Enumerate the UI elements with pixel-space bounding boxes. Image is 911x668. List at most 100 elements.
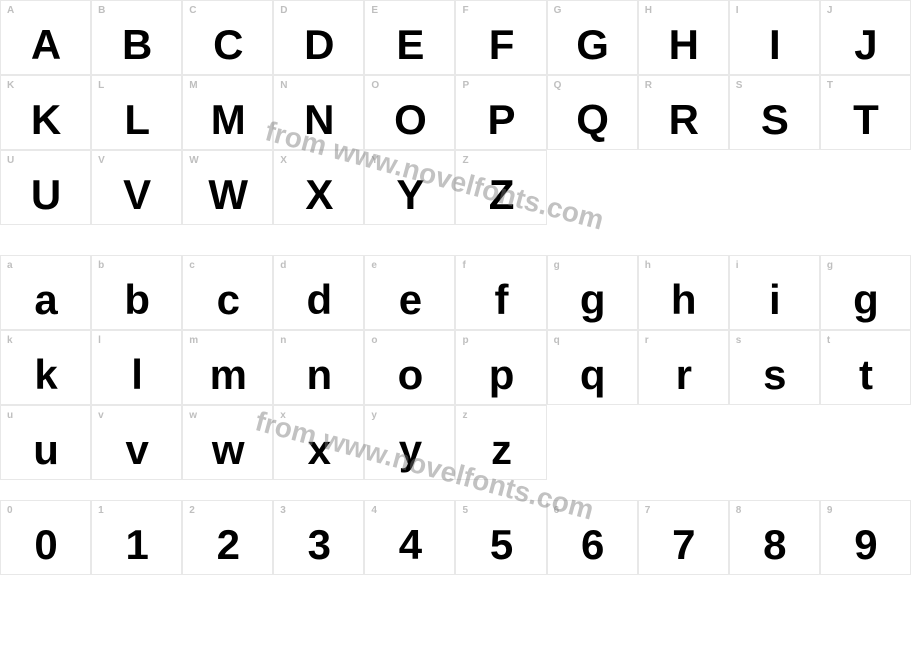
cell-label: 0	[7, 505, 13, 516]
cell-label: p	[462, 335, 468, 346]
cell-label: F	[462, 5, 468, 16]
cell-glyph: q	[548, 354, 637, 396]
cell-glyph: B	[92, 24, 181, 66]
glyph-cell: GG	[547, 0, 638, 75]
glyph-cell	[547, 150, 638, 225]
cell-glyph: I	[730, 24, 819, 66]
glyph-cell: WW	[182, 150, 273, 225]
glyph-cell: PP	[455, 75, 546, 150]
cell-label: z	[462, 410, 467, 421]
cell-glyph: V	[92, 174, 181, 216]
cell-glyph: 1	[92, 524, 181, 566]
cell-label: g	[554, 260, 560, 271]
cell-glyph: E	[365, 24, 454, 66]
glyph-cell: EE	[364, 0, 455, 75]
cell-label: S	[736, 80, 743, 91]
cell-glyph: g	[821, 279, 910, 321]
glyph-cell: 44	[364, 500, 455, 575]
glyph-cell: bb	[91, 255, 182, 330]
cell-glyph: u	[1, 429, 90, 471]
cell-label: M	[189, 80, 197, 91]
cell-label: T	[827, 80, 833, 91]
section-gap	[0, 480, 911, 500]
glyph-cell: zz	[455, 405, 546, 480]
glyph-cell	[638, 150, 729, 225]
cell-glyph: 4	[365, 524, 454, 566]
glyph-cell: qq	[547, 330, 638, 405]
glyph-cell: YY	[364, 150, 455, 225]
cell-label: V	[98, 155, 105, 166]
glyph-cell: uu	[0, 405, 91, 480]
cell-label: b	[98, 260, 104, 271]
cell-glyph: K	[1, 99, 90, 141]
glyph-section-digits: 00112233445566778899	[0, 500, 911, 575]
cell-glyph: y	[365, 429, 454, 471]
cell-glyph: Z	[456, 174, 545, 216]
glyph-cell: NN	[273, 75, 364, 150]
cell-glyph: h	[639, 279, 728, 321]
cell-label: r	[645, 335, 649, 346]
cell-glyph: Y	[365, 174, 454, 216]
glyph-cell: xx	[273, 405, 364, 480]
cell-glyph: t	[821, 354, 910, 396]
cell-label: o	[371, 335, 377, 346]
glyph-cell: gg	[820, 255, 911, 330]
glyph-cell: cc	[182, 255, 273, 330]
cell-glyph: 5	[456, 524, 545, 566]
font-character-map: AABBCCDDEEFFGGHHIIJJKKLLMMNNOOPPQQRRSSTT…	[0, 0, 911, 575]
cell-label: l	[98, 335, 101, 346]
cell-label: 6	[554, 505, 560, 516]
section-gap	[0, 225, 911, 255]
cell-glyph: 0	[1, 524, 90, 566]
glyph-cell: rr	[638, 330, 729, 405]
cell-glyph: v	[92, 429, 181, 471]
cell-glyph: M	[183, 99, 272, 141]
cell-label: O	[371, 80, 379, 91]
cell-label: U	[7, 155, 14, 166]
glyph-cell: MM	[182, 75, 273, 150]
cell-label: C	[189, 5, 196, 16]
cell-label: A	[7, 5, 14, 16]
glyph-cell: BB	[91, 0, 182, 75]
cell-glyph: S	[730, 99, 819, 141]
cell-glyph: m	[183, 354, 272, 396]
cell-glyph: n	[274, 354, 363, 396]
glyph-cell: ee	[364, 255, 455, 330]
cell-label: 8	[736, 505, 742, 516]
cell-label: 2	[189, 505, 195, 516]
glyph-cell: DD	[273, 0, 364, 75]
glyph-cell: VV	[91, 150, 182, 225]
cell-label: s	[736, 335, 742, 346]
glyph-cell: RR	[638, 75, 729, 150]
glyph-cell: XX	[273, 150, 364, 225]
glyph-cell: nn	[273, 330, 364, 405]
cell-label: a	[7, 260, 13, 271]
cell-glyph: F	[456, 24, 545, 66]
cell-label: R	[645, 80, 652, 91]
glyph-cell: JJ	[820, 0, 911, 75]
cell-label: e	[371, 260, 377, 271]
glyph-cell: OO	[364, 75, 455, 150]
cell-label: 4	[371, 505, 377, 516]
glyph-cell: HH	[638, 0, 729, 75]
glyph-cell: 77	[638, 500, 729, 575]
cell-label: c	[189, 260, 195, 271]
glyph-cell: kk	[0, 330, 91, 405]
glyph-cell	[638, 405, 729, 480]
glyph-cell: QQ	[547, 75, 638, 150]
cell-glyph: 8	[730, 524, 819, 566]
glyph-cell: LL	[91, 75, 182, 150]
cell-label: q	[554, 335, 560, 346]
glyph-cell: ss	[729, 330, 820, 405]
glyph-cell: aa	[0, 255, 91, 330]
glyph-cell: SS	[729, 75, 820, 150]
cell-label: f	[462, 260, 465, 271]
cell-glyph: J	[821, 24, 910, 66]
cell-glyph: L	[92, 99, 181, 141]
glyph-cell: CC	[182, 0, 273, 75]
cell-glyph: W	[183, 174, 272, 216]
cell-glyph: z	[456, 429, 545, 471]
glyph-cell	[729, 405, 820, 480]
glyph-section-uppercase: AABBCCDDEEFFGGHHIIJJKKLLMMNNOOPPQQRRSSTT…	[0, 0, 911, 225]
glyph-cell: 55	[455, 500, 546, 575]
